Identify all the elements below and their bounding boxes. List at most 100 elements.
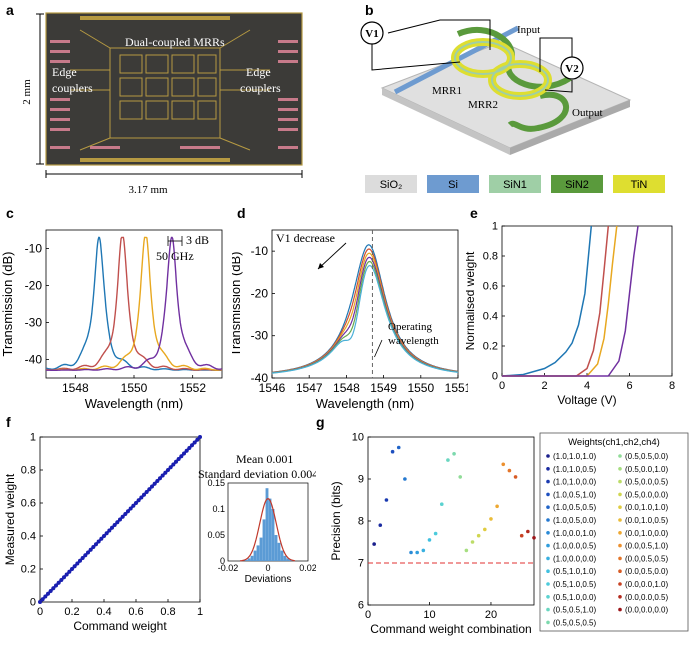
x-tick-label: 1547 [296, 381, 323, 395]
annotation-mean: Mean 0.001 [236, 452, 293, 466]
precision-point [390, 449, 395, 454]
mrr1-label: MRR1 [432, 85, 462, 97]
x-tick-label: 4 [584, 380, 590, 392]
histogram-bar [268, 498, 272, 561]
precision-point [396, 445, 401, 450]
x-tick-label: 1548 [333, 381, 360, 395]
legend-entry: (0.0,0.5,0.0) [625, 567, 668, 576]
v2-source: V2 [565, 63, 579, 75]
histogram-bar [274, 535, 278, 561]
histogram-bar [286, 558, 290, 561]
panel-label-b: b [365, 2, 374, 18]
legend-box [539, 432, 689, 632]
legend-marker [546, 607, 550, 612]
legend-marker [546, 543, 550, 548]
histogram-bar [283, 555, 287, 561]
mrr2-label: MRR2 [468, 99, 498, 111]
y-tick-label: 0.6 [483, 281, 498, 293]
v1-source: V1 [365, 28, 378, 40]
y-tick-label: -40 [251, 371, 269, 385]
legend-entry: (0.0,0.5,1.0) [625, 542, 668, 551]
histogram-bar [265, 488, 269, 561]
chip-label: Dual-coupled MRRs [125, 35, 225, 49]
legend-marker [618, 543, 622, 548]
legend-swatch [489, 175, 541, 193]
legend-entry: (0.5,0.5,0.0) [625, 452, 668, 461]
x-tick-label: 1 [197, 606, 203, 618]
spectrum-line-4 [46, 236, 223, 372]
legend-marker [618, 556, 622, 561]
plot-frame [39, 436, 201, 603]
plot-frame [367, 436, 535, 606]
histogram-bar [289, 559, 293, 561]
precision-point [483, 527, 487, 532]
precision-point [532, 536, 536, 540]
x-tick-label: 10 [423, 609, 435, 621]
y-tick-label: 0 [30, 597, 36, 609]
legend-swatch [365, 175, 417, 193]
precision-point [513, 475, 518, 479]
legend-marker [618, 531, 622, 535]
legend-marker [546, 505, 550, 509]
legend-marker [546, 479, 550, 484]
legend-swatch [613, 175, 665, 193]
precision-point [489, 517, 493, 521]
x-tick-label: 0 [499, 380, 505, 392]
y-tick-label: -20 [25, 279, 43, 293]
precision-point [476, 533, 481, 538]
legend-label: SiO₂ [380, 179, 403, 191]
y-tick-label: 0.2 [483, 341, 498, 353]
legend-marker [618, 518, 622, 522]
output-label: Output [572, 107, 603, 119]
x-tick-label: 1550 [407, 381, 434, 395]
legend-marker [546, 518, 550, 522]
spectrum-line-1 [45, 236, 222, 372]
x-tick-label: 0.8 [160, 606, 175, 618]
precision-point [415, 550, 419, 555]
histogram-bar [277, 542, 281, 561]
weight-curve-2 [502, 225, 610, 377]
material-legend: SiO₂ Si SiN1 SiN2 TiN [365, 175, 665, 193]
legend-entry: (1.0,0.5,0.0) [553, 516, 596, 525]
legend-entry: (0.5,1.0,0.5) [553, 580, 596, 589]
legend-marker [618, 467, 622, 471]
y-tick-label: -30 [25, 316, 43, 330]
chart-e: 0 2 4 6 8 0 0.2 0.4 0.6 0.8 1 Voltage (V) Normalised… [466, 221, 675, 407]
y-tick-label: -20 [251, 286, 269, 300]
device-schematic [360, 19, 632, 155]
y-tick-label: 0.2 [21, 564, 36, 576]
panel-label-d: d [237, 205, 246, 221]
precision-point [495, 504, 499, 509]
x-tick-label: 1546 [259, 381, 286, 395]
legend-entry: (1.0,0.5,0.5) [553, 503, 596, 512]
x-tick-label: 0 [365, 609, 371, 621]
inset-y-tick-label: 0.1 [212, 504, 225, 514]
chip-image: Dual-coupled MRRs Edge couplers Edge cou… [45, 12, 303, 166]
legend-marker [546, 569, 550, 573]
legend-marker [546, 595, 550, 599]
precision-point [526, 529, 530, 534]
x-tick-label: 0.4 [96, 606, 111, 618]
annotation-v1-decrease: V1 decrease [276, 231, 335, 245]
precision-point [446, 458, 450, 462]
legend-marker [618, 595, 622, 599]
x-axis-label: Wavelength (nm) [316, 396, 415, 411]
panel-label-f: f [6, 414, 11, 430]
legend-entry: (0.5,0.0,0.5) [625, 478, 668, 487]
x-tick-label: 0.6 [128, 606, 143, 618]
plot-frame [271, 229, 459, 379]
y-tick-label: -10 [251, 244, 269, 258]
gaussian-fit [239, 497, 296, 562]
legend-marker [546, 531, 550, 535]
precision-point [519, 533, 524, 538]
weight-curve-3 [502, 225, 618, 377]
histogram-bar [262, 519, 266, 561]
legend-entry: (1.0,0.0,0.5) [553, 542, 596, 551]
inset-x-tick-label: -0.02 [218, 563, 239, 573]
legend-entry: (0.5,0.5,1.0) [553, 606, 596, 615]
inset-x-label: Deviations [245, 574, 292, 585]
x-tick-label: 2 [541, 380, 547, 392]
precision-point [384, 498, 389, 502]
legend-marker [546, 492, 550, 497]
plot-frame [45, 229, 223, 379]
